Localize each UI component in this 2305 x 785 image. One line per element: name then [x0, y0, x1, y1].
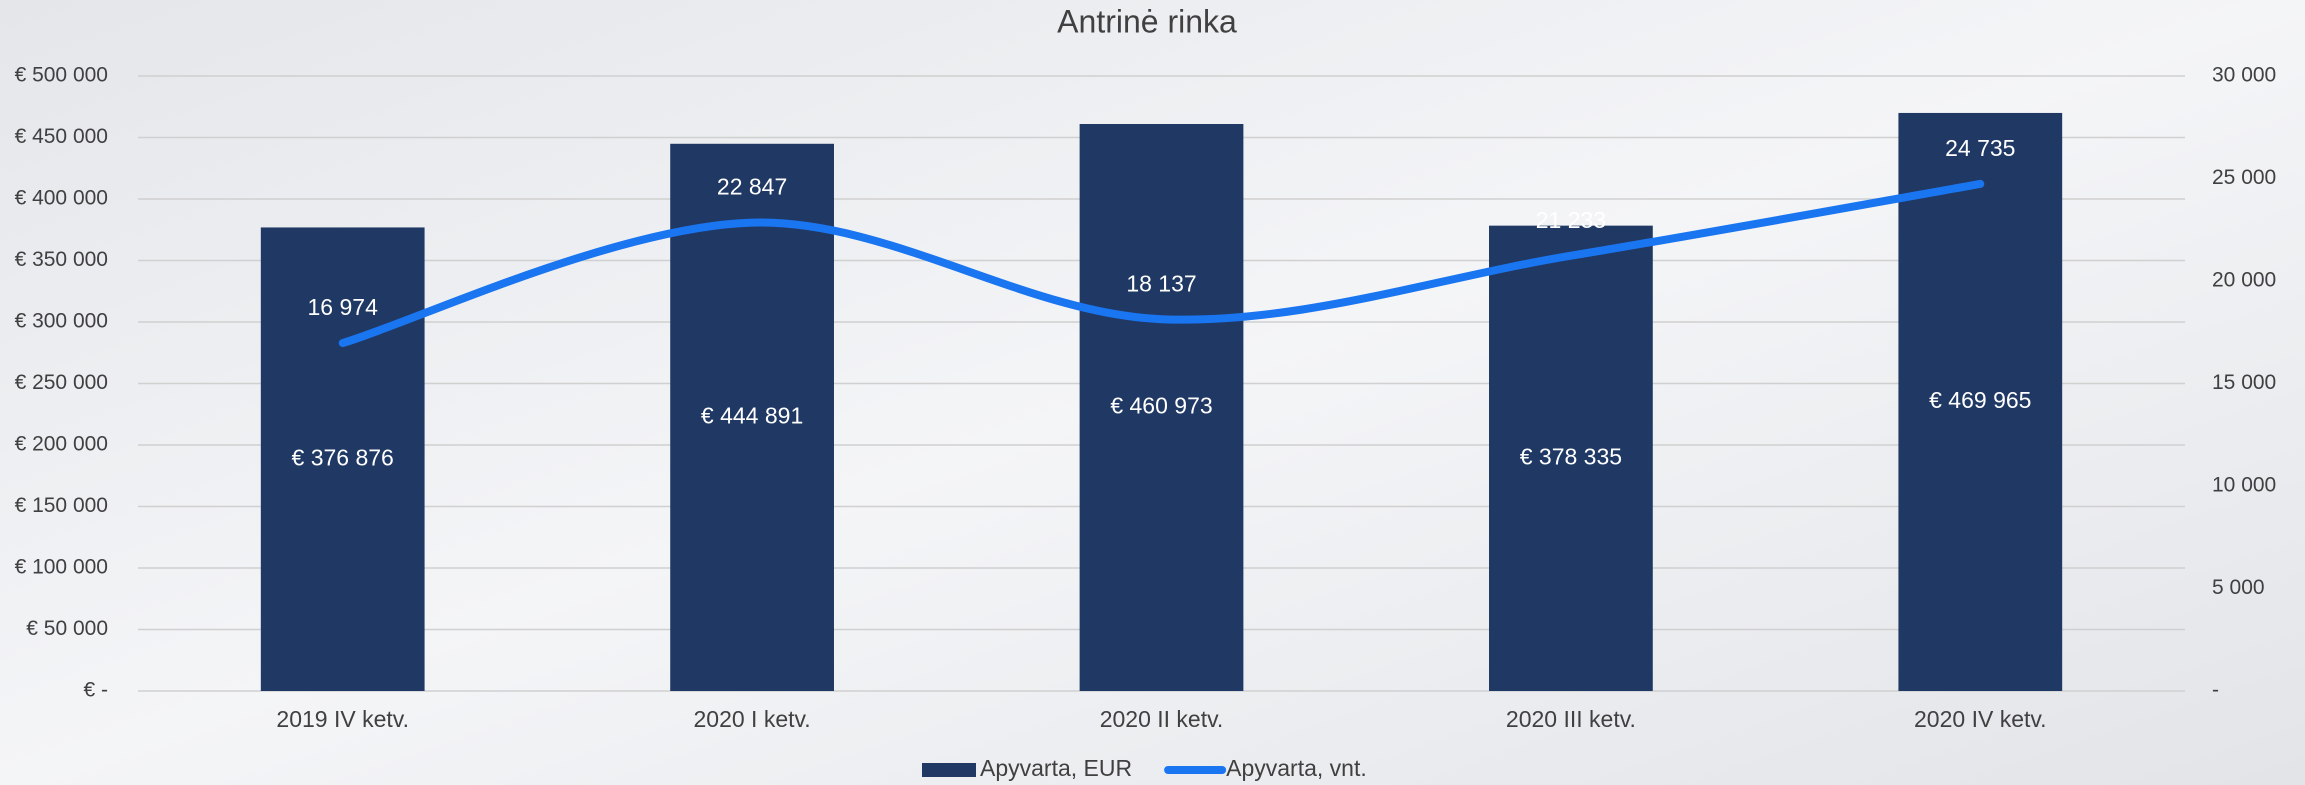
bar: [1489, 225, 1653, 691]
y-tick-label: € 450 000: [15, 125, 108, 148]
line-value-label: 22 847: [717, 174, 787, 200]
y-tick-label: € 250 000: [15, 371, 108, 394]
line-value-label: 16 974: [308, 294, 379, 320]
bar-value-label: € 378 335: [1520, 443, 1622, 469]
x-tick-label: 2019 IV ketv.: [276, 706, 409, 732]
y2-tick-label: 30 000: [2212, 64, 2276, 87]
line: [338, 179, 1985, 348]
bar: [670, 143, 834, 692]
y2-tick-label: 10 000: [2212, 474, 2276, 497]
y2-tick-label: 5 000: [2212, 576, 2265, 599]
legend-label: Apyvarta, EUR: [980, 755, 1132, 781]
y-tick-label: € 350 000: [15, 248, 108, 271]
bar-value-label: € 444 891: [701, 402, 803, 428]
bar: [1079, 124, 1244, 691]
y-tick-label: € 150 000: [15, 494, 108, 517]
y-tick-label: € -: [83, 679, 108, 702]
legend-swatch: [922, 763, 976, 777]
line-value-label: 24 735: [1945, 135, 2015, 161]
y-tick-label: € 500 000: [15, 64, 108, 87]
y2-tick-label: 25 000: [2212, 166, 2276, 189]
y-tick-label: € 200 000: [15, 433, 108, 456]
y2-tick-label: 15 000: [2212, 371, 2276, 394]
chart-title: Antrinė rinka: [1057, 3, 1237, 39]
bar-value-label: € 376 876: [292, 444, 394, 470]
line-value-label: 18 137: [1126, 270, 1196, 296]
x-tick-label: 2020 IV ketv.: [1914, 706, 2047, 732]
bar: [1898, 112, 2063, 691]
line-value-label: 21 233: [1536, 207, 1606, 233]
y-tick-label: € 400 000: [15, 187, 108, 210]
legend-label: Apyvarta, vnt.: [1226, 755, 1367, 781]
y-tick-label: € 300 000: [15, 310, 108, 333]
y-tick-label: € 100 000: [15, 556, 108, 579]
bar-value-label: € 460 973: [1110, 393, 1212, 419]
x-tick-label: 2020 III ketv.: [1506, 706, 1636, 732]
x-tick-label: 2020 II ketv.: [1100, 706, 1224, 732]
y-tick-label: € 50 000: [26, 617, 108, 640]
y2-tick-label: -: [2212, 679, 2219, 702]
y2-tick-label: 20 000: [2212, 269, 2276, 292]
bar-value-label: € 469 965: [1929, 387, 2031, 413]
x-tick-label: 2020 I ketv.: [693, 706, 810, 732]
bar: [260, 227, 425, 692]
